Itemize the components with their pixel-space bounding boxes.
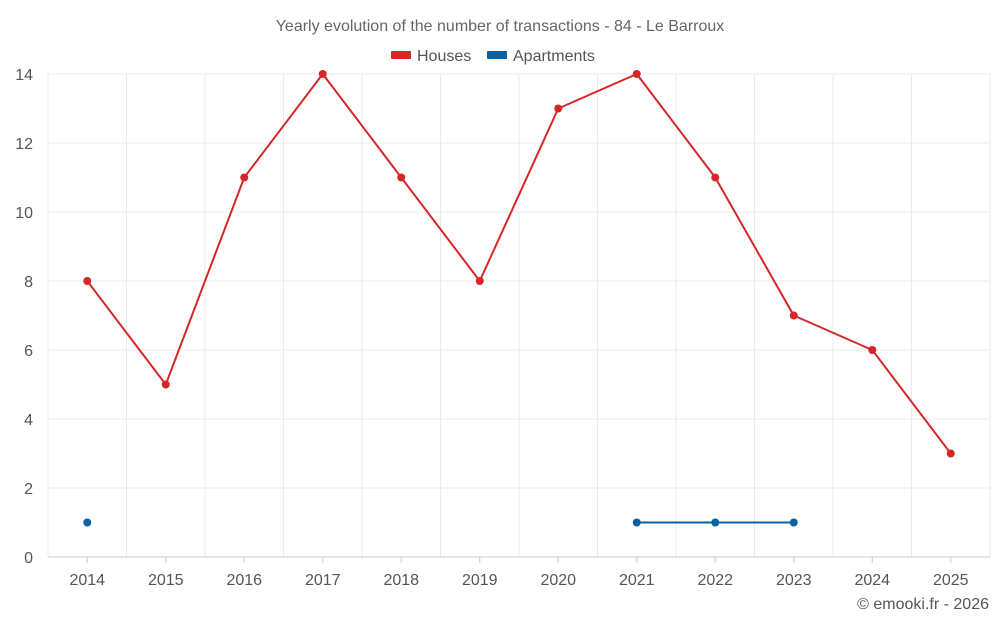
data-point-houses[interactable] (318, 70, 327, 78)
x-tick-label: 2014 (69, 572, 105, 589)
data-point-apartments[interactable] (789, 518, 798, 527)
y-tick-label: 8 (24, 274, 33, 291)
data-point-apartments[interactable] (83, 518, 92, 527)
data-point-houses[interactable] (946, 449, 955, 458)
x-tick-label: 2024 (854, 572, 890, 589)
data-point-houses[interactable] (789, 311, 798, 320)
y-tick-label: 10 (15, 205, 33, 222)
x-tick-label: 2018 (383, 572, 419, 589)
data-point-apartments[interactable] (711, 518, 720, 527)
y-tick-label: 12 (15, 136, 33, 153)
data-point-houses[interactable] (397, 173, 406, 182)
data-point-houses[interactable] (161, 380, 170, 389)
series-layer (83, 70, 955, 527)
data-point-houses[interactable] (240, 173, 249, 182)
x-tick-label: 2019 (462, 572, 498, 589)
data-point-houses[interactable] (711, 173, 720, 182)
chart-title: Yearly evolution of the number of transa… (276, 18, 725, 35)
data-point-houses[interactable] (475, 277, 484, 285)
x-tick-label: 2021 (619, 572, 655, 589)
data-point-houses[interactable] (632, 70, 641, 78)
legend-label-apartments: Apartments (513, 48, 595, 65)
legend: Houses Apartments (391, 48, 595, 65)
data-point-houses[interactable] (554, 104, 563, 113)
x-tick-label: 2016 (226, 572, 262, 589)
series-apartments (83, 518, 798, 527)
y-tick-label: 14 (15, 67, 33, 84)
x-tick-label: 2015 (148, 572, 184, 589)
y-tick-label: 2 (24, 481, 33, 498)
x-tick-label: 2022 (697, 572, 733, 589)
legend-swatch-houses (391, 51, 411, 59)
data-point-houses[interactable] (83, 277, 92, 285)
series-line-houses (86, 73, 952, 455)
legend-item-houses[interactable]: Houses (391, 48, 471, 65)
tick-layer: 0 2 4 6 8 10 12 14 2014 2015 2016 2017 2018 2019 2020 2… (15, 67, 968, 589)
y-tick-label: 0 (24, 550, 33, 567)
legend-label-houses: Houses (417, 48, 471, 65)
y-tick-label: 4 (24, 412, 33, 429)
series-houses (83, 70, 955, 458)
legend-item-apartments[interactable]: Apartments (487, 48, 595, 65)
data-point-houses[interactable] (868, 346, 877, 354)
legend-swatch-apartments (487, 51, 507, 59)
x-tick-label: 2020 (540, 572, 576, 589)
x-tick-label: 2017 (305, 572, 341, 589)
grid-layer (47, 73, 991, 557)
x-tick-label: 2025 (933, 572, 969, 589)
credit-text: © emooki.fr - 2026 (857, 596, 989, 613)
data-point-apartments[interactable] (632, 518, 641, 527)
x-tick-label: 2023 (776, 572, 812, 589)
y-tick-label: 6 (24, 343, 33, 360)
